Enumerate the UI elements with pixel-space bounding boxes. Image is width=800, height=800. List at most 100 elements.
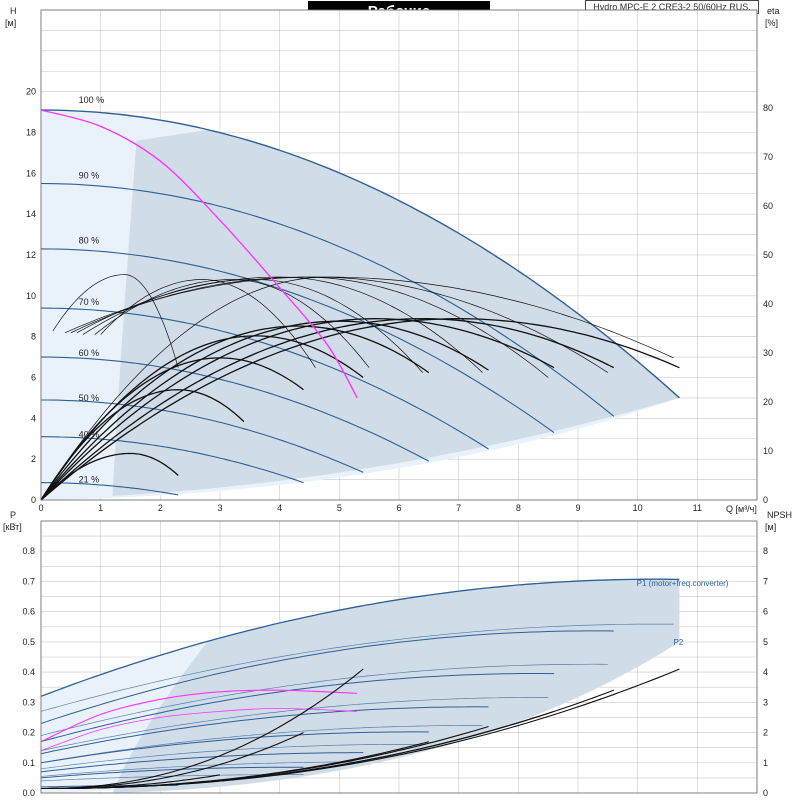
- y-tick-label: 18: [26, 128, 36, 138]
- eta-curve: [100, 279, 316, 368]
- speed-label: 80 %: [79, 236, 100, 246]
- power-y-axis-unit: [кВт]: [3, 522, 22, 532]
- y2-tick-label: 80: [763, 103, 773, 113]
- npsh-y-tick-label: 7: [763, 576, 768, 586]
- y-tick-label: 10: [26, 291, 36, 301]
- y2-axis-unit: [%]: [765, 18, 778, 28]
- head-curve-50: [41, 399, 364, 473]
- npsh-y-tick-label: 3: [763, 697, 768, 707]
- npsh-curve: [41, 774, 221, 790]
- p2-curve: [40, 697, 549, 752]
- npsh-axis-unit: [м]: [765, 522, 776, 532]
- head-curve-60: [41, 356, 430, 462]
- power-y-tick-label: 0.7: [22, 576, 35, 586]
- speed-label: 21 %: [79, 475, 100, 485]
- npsh-y-tick-label: 1: [763, 758, 768, 768]
- speed-label: 50 %: [79, 393, 100, 403]
- npsh-y-tick-label: 8: [763, 546, 768, 556]
- power-y-tick-label: 0.8: [22, 546, 35, 556]
- y-tick-label: 20: [26, 87, 36, 97]
- y2-tick-label: 40: [763, 299, 773, 309]
- y2-axis-label: eta: [767, 6, 780, 16]
- power-y-tick-label: 0.3: [22, 697, 35, 707]
- p2-curve: [40, 743, 423, 770]
- eta-curve: [40, 389, 245, 501]
- head-curve-21: [40, 482, 179, 496]
- head-curve-100: [40, 109, 680, 399]
- p1-curve: [40, 766, 304, 779]
- y2-tick-label: 30: [763, 348, 773, 358]
- eta-curve: [40, 318, 615, 501]
- npsh-y-tick-label: 0: [763, 788, 768, 798]
- x-tick-label: 6: [396, 503, 401, 513]
- x-tick-label: 9: [575, 503, 580, 513]
- p2-curve: [40, 725, 483, 764]
- power-y-tick-label: 0.4: [22, 667, 35, 677]
- eta-curve: [40, 452, 179, 501]
- y-tick-label: 12: [26, 250, 36, 260]
- power-y-tick-label: 0.5: [22, 637, 35, 647]
- y-tick-label: 6: [31, 373, 36, 383]
- power-y-tick-label: 0.6: [22, 607, 35, 617]
- power-plot-frame: [40, 520, 758, 794]
- eta-curve: [40, 318, 680, 501]
- npsh-y-tick-label: 4: [763, 667, 768, 677]
- speed-label: 40 %: [79, 430, 100, 440]
- p2-curve: [40, 623, 674, 712]
- x-tick-label: 10: [633, 503, 643, 513]
- speed-label: 100 %: [79, 95, 105, 105]
- y-tick-label: 8: [31, 332, 36, 342]
- y2-tick-label: 0: [763, 495, 768, 505]
- y-tick-label: 14: [26, 209, 36, 219]
- head-chart: 100 % 90 % 80 % 70 % 60 % 50 % 40 % 21 % 0 1 2 3 4 5 6…: [5, 6, 780, 514]
- speed-label: 70 %: [79, 297, 100, 307]
- npsh-curve: [40, 668, 364, 790]
- head-curve-80: [40, 248, 555, 434]
- y-tick-label: 2: [31, 454, 36, 464]
- p1-curve: [40, 672, 555, 743]
- npsh-y-tick-label: 6: [763, 607, 768, 617]
- power-y-tick-label: 0.1: [22, 758, 35, 768]
- y2-tick-label: 50: [763, 250, 773, 260]
- eta-curve: [94, 279, 370, 368]
- x-tick-label: 0: [38, 503, 43, 513]
- p1-curve: [40, 706, 489, 755]
- npsh-y-tick-label: 2: [763, 728, 768, 738]
- eta-curve: [40, 320, 489, 501]
- y-tick-label: 0: [31, 495, 36, 505]
- p2-curve: [40, 663, 608, 736]
- system-curve: [40, 109, 358, 399]
- y2-tick-label: 60: [763, 201, 773, 211]
- npsh-axis-label: NPSH: [767, 510, 792, 520]
- x-tick-label: 8: [516, 503, 521, 513]
- power-duty-p1: [40, 689, 358, 743]
- eta-curve: [40, 325, 430, 501]
- head-operating-range-inner: [112, 129, 680, 496]
- x-axis-label: Q [м³/ч]: [726, 504, 757, 514]
- y-tick-label: 4: [31, 413, 36, 423]
- speed-label: 90 %: [79, 170, 100, 180]
- power-y-tick-label: 0.0: [22, 788, 35, 798]
- x-tick-label: 3: [217, 503, 222, 513]
- x-tick-label: 2: [158, 503, 163, 513]
- speed-label: 60 %: [79, 348, 100, 358]
- x-tick-label: 5: [337, 503, 342, 513]
- eta-curve: [40, 357, 304, 501]
- p1-curve: [40, 752, 364, 773]
- power-y-tick-label: 0.2: [22, 728, 35, 738]
- eta-curve: [70, 276, 549, 378]
- head-curve-90: [40, 182, 615, 417]
- y-tick-label: 16: [26, 168, 36, 178]
- head-plot-frame: [40, 9, 758, 501]
- power-duty-p2: [40, 707, 358, 752]
- eta-curve: [40, 318, 555, 501]
- x-tick-label: 7: [456, 503, 461, 513]
- y2-tick-label: 70: [763, 152, 773, 162]
- p2-series-label: P2: [673, 638, 683, 647]
- p1-curve: [40, 578, 680, 697]
- p1-curve: [40, 630, 614, 724]
- p1-series-label: P1 (motor+freq.converter): [637, 579, 729, 588]
- power-operating-range-inner: [112, 579, 680, 793]
